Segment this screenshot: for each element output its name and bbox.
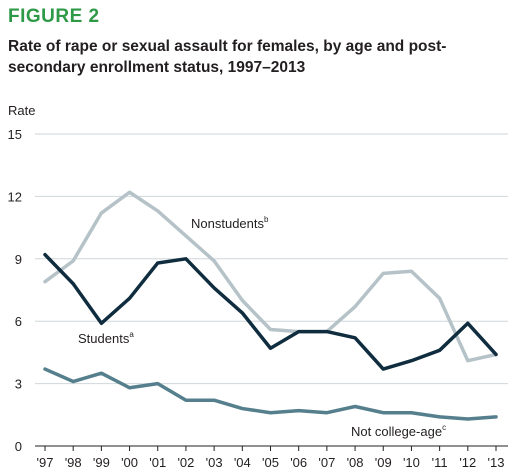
x-tick-label: '99 (93, 455, 110, 470)
x-tick-label: '13 (488, 455, 505, 470)
series-line-not-college-age (43, 367, 498, 421)
x-tick-label: '98 (65, 455, 82, 470)
x-tick-label: '08 (347, 455, 364, 470)
figure-label: FIGURE 2 (8, 6, 100, 27)
x-tick-label: '04 (234, 455, 251, 470)
x-tick-label: '07 (318, 455, 335, 470)
gridlines (35, 133, 508, 447)
x-tick-label: '00 (121, 455, 138, 470)
x-tick-labels: '97 '98 '99 '00 '01 '02 '03 '04 '05 '06 '07 '08 '09 '… (37, 446, 505, 470)
y-tick-label: 15 (8, 127, 22, 142)
y-tick-labels: 0 3 6 9 12 15 (8, 127, 22, 454)
series-label-students: Studentsa (78, 330, 134, 346)
x-tick-label: '09 (375, 455, 392, 470)
y-tick-label: 6 (15, 314, 22, 329)
x-tick-label: '12 (459, 455, 476, 470)
series-line-students (43, 252, 498, 371)
series-lines (43, 190, 498, 421)
x-tick-label: '03 (206, 455, 223, 470)
x-tick-label: '02 (177, 455, 194, 470)
y-axis-title: Rate (8, 103, 35, 118)
y-tick-label: 12 (8, 189, 22, 204)
series-label-nonstudents: Nonstudentsb (191, 215, 269, 231)
x-tick-label: '05 (262, 455, 279, 470)
x-tick-label: '06 (290, 455, 307, 470)
series-label-not-college-age: Not college-agec (351, 423, 446, 439)
x-tick-label: '01 (149, 455, 166, 470)
x-tick-label: '10 (403, 455, 420, 470)
y-tick-label: 0 (15, 439, 22, 454)
y-tick-label: 3 (15, 377, 22, 392)
x-tick-label: '11 (432, 455, 448, 470)
y-tick-label: 9 (15, 252, 22, 267)
x-tick-label: '97 (37, 455, 54, 470)
chart-title: Rate of rape or sexual assault for femal… (8, 38, 447, 76)
